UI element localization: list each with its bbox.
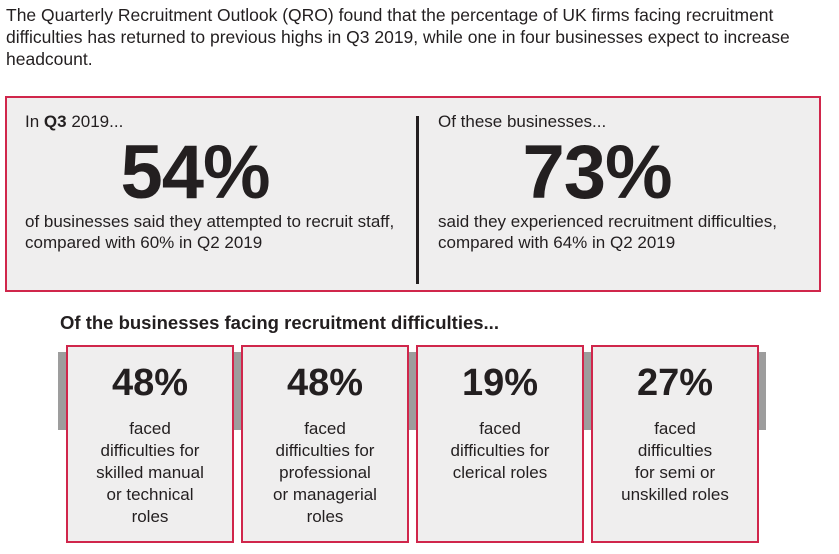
stat-card-description: faced difficulties for professional or m…	[243, 418, 407, 528]
attempted-recruit-stat: In Q3 2019... 54% of businesses said the…	[25, 112, 415, 253]
stat-card-line: or technical	[106, 485, 194, 504]
stat-card-description: faced difficulties for clerical roles	[418, 418, 582, 484]
panel-divider	[416, 116, 419, 284]
period-heading-quarter: Q3	[43, 112, 67, 131]
attempted-recruit-description: of businesses said they attempted to rec…	[25, 212, 395, 252]
stat-card-line: roles	[131, 507, 169, 526]
stat-card-line: unskilled roles	[621, 485, 729, 504]
stat-card-value: 27%	[636, 362, 714, 404]
stat-card-line: difficulties for	[450, 441, 550, 460]
stat-card-skilled-manual: 48% faced difficulties for skilled manua…	[66, 345, 234, 543]
stat-card-line: clerical roles	[452, 463, 548, 482]
stat-card-line: roles	[306, 507, 344, 526]
stat-card-value: 19%	[461, 362, 539, 404]
intro-text: The Quarterly Recruitment Outlook (QRO) …	[6, 5, 790, 69]
experienced-difficulties-stat: Of these businesses... 73% said they exp…	[438, 112, 823, 253]
stat-card-value: 48%	[111, 362, 189, 404]
period-heading: In Q3 2019...	[25, 112, 415, 132]
stat-card-professional: 48% faced difficulties for professional …	[241, 345, 409, 543]
period-heading-suffix: 2019...	[66, 112, 124, 131]
experienced-difficulties-value: 73%	[522, 130, 672, 215]
experienced-difficulties-description: said they experienced recruitment diffic…	[438, 212, 777, 252]
stat-card-line: faced	[304, 419, 346, 438]
subset-heading: Of these businesses...	[438, 112, 607, 131]
stat-card-clerical: 19% faced difficulties for clerical role…	[416, 345, 584, 543]
stat-card-line: faced	[479, 419, 521, 438]
stat-card-line: for semi or	[634, 463, 716, 482]
attempted-recruit-value: 54%	[120, 130, 270, 215]
stat-card-description: faced difficulties for skilled manual or…	[68, 418, 232, 528]
stat-card-line: professional	[279, 463, 371, 482]
stat-card-value: 48%	[286, 362, 364, 404]
stat-card-description: faced difficulties for semi or unskilled…	[593, 418, 757, 506]
stat-card-semi-unskilled: 27% faced difficulties for semi or unski…	[591, 345, 759, 543]
stat-card-line: difficulties for	[275, 441, 375, 460]
period-heading-prefix: In	[25, 112, 44, 131]
stat-card-line: difficulties	[637, 441, 713, 460]
stat-card-line: or managerial	[273, 485, 377, 504]
headline-stats-panel: In Q3 2019... 54% of businesses said the…	[5, 96, 821, 292]
stat-card-line: skilled manual	[96, 463, 204, 482]
stat-card-line: faced	[654, 419, 696, 438]
stat-card-line: difficulties for	[100, 441, 200, 460]
section-heading: Of the businesses facing recruitment dif…	[60, 312, 499, 333]
stat-card-line: faced	[129, 419, 171, 438]
